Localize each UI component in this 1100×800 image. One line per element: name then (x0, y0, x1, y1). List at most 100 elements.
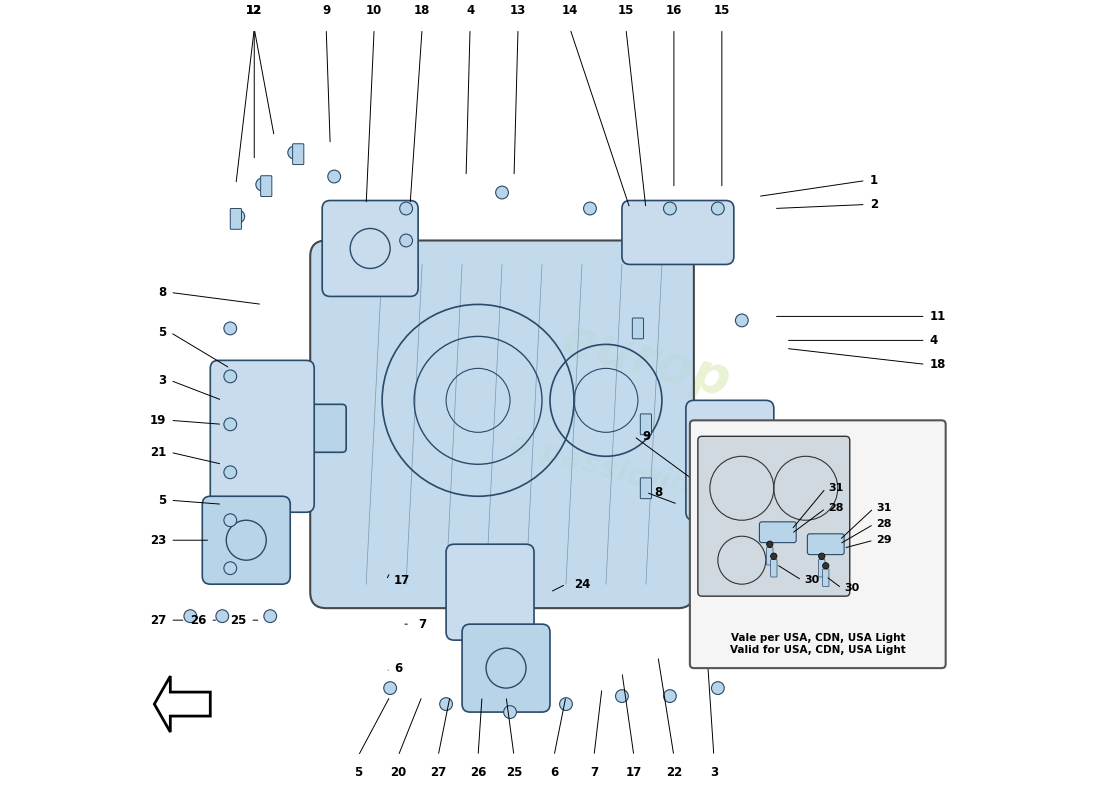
Text: 9: 9 (322, 4, 330, 17)
FancyBboxPatch shape (202, 496, 290, 584)
FancyBboxPatch shape (447, 544, 534, 640)
Text: 21: 21 (150, 446, 166, 458)
FancyBboxPatch shape (823, 569, 829, 586)
Circle shape (328, 170, 341, 183)
Circle shape (663, 690, 676, 702)
Circle shape (399, 202, 412, 215)
Text: 1: 1 (870, 174, 878, 187)
FancyBboxPatch shape (697, 436, 849, 596)
Text: 14: 14 (562, 4, 579, 17)
Text: 12: 12 (246, 4, 263, 17)
Circle shape (496, 186, 508, 199)
FancyBboxPatch shape (807, 534, 844, 554)
Text: 16: 16 (666, 4, 682, 17)
Circle shape (224, 370, 236, 382)
FancyBboxPatch shape (759, 522, 796, 542)
Text: 4: 4 (930, 334, 938, 347)
Text: 13: 13 (510, 4, 526, 17)
Text: 19: 19 (150, 414, 166, 427)
Text: 22: 22 (666, 766, 682, 778)
Text: 17: 17 (626, 766, 642, 778)
Text: 12: 12 (930, 426, 946, 439)
Text: 25: 25 (230, 614, 246, 626)
Circle shape (771, 553, 777, 559)
FancyBboxPatch shape (690, 420, 946, 668)
Circle shape (224, 514, 236, 526)
FancyBboxPatch shape (767, 547, 773, 565)
Circle shape (384, 682, 396, 694)
Text: 23: 23 (150, 534, 166, 546)
Circle shape (818, 553, 825, 559)
Circle shape (256, 178, 268, 191)
Text: 12: 12 (930, 426, 946, 439)
FancyBboxPatch shape (752, 470, 763, 490)
FancyBboxPatch shape (640, 478, 651, 498)
Text: 26: 26 (470, 766, 486, 778)
Circle shape (224, 418, 236, 430)
FancyBboxPatch shape (462, 624, 550, 712)
Circle shape (399, 234, 412, 247)
Text: 10: 10 (366, 4, 383, 17)
Text: 18: 18 (414, 4, 430, 17)
Text: 3: 3 (158, 374, 166, 387)
FancyBboxPatch shape (632, 318, 644, 338)
FancyBboxPatch shape (745, 454, 756, 474)
Circle shape (616, 690, 628, 702)
Text: 27: 27 (150, 614, 166, 626)
Text: 15: 15 (714, 4, 730, 17)
Circle shape (232, 210, 244, 223)
Circle shape (560, 698, 572, 710)
Text: 4: 4 (466, 4, 474, 17)
Text: a passion: a passion (507, 429, 672, 499)
Text: 20: 20 (390, 766, 406, 778)
FancyBboxPatch shape (258, 404, 346, 452)
Circle shape (712, 202, 724, 215)
Circle shape (663, 202, 676, 215)
Circle shape (288, 146, 300, 159)
Circle shape (440, 698, 452, 710)
Text: 9: 9 (642, 430, 650, 443)
FancyBboxPatch shape (322, 201, 418, 297)
Text: 5: 5 (354, 766, 362, 778)
Text: 8: 8 (653, 486, 662, 498)
FancyBboxPatch shape (720, 442, 732, 462)
FancyBboxPatch shape (621, 201, 734, 265)
Circle shape (584, 202, 596, 215)
Text: 15: 15 (618, 4, 634, 17)
Text: 27: 27 (430, 766, 447, 778)
Text: 12: 12 (930, 426, 946, 439)
FancyBboxPatch shape (686, 400, 773, 520)
Circle shape (264, 610, 276, 622)
Text: 28: 28 (876, 519, 892, 530)
Text: 6: 6 (394, 662, 403, 674)
Circle shape (224, 322, 236, 334)
Circle shape (823, 562, 829, 569)
Text: 12: 12 (246, 4, 263, 17)
Text: 30: 30 (844, 583, 859, 593)
Text: 30: 30 (804, 575, 820, 585)
Text: 28: 28 (828, 503, 844, 514)
Circle shape (224, 466, 236, 478)
FancyBboxPatch shape (230, 209, 242, 230)
Text: 17: 17 (394, 574, 410, 586)
FancyBboxPatch shape (640, 414, 651, 434)
Text: 5: 5 (158, 494, 166, 506)
Circle shape (224, 562, 236, 574)
Text: 31: 31 (876, 503, 891, 514)
Circle shape (712, 682, 724, 694)
Text: 8: 8 (158, 286, 166, 299)
Text: 7: 7 (418, 618, 426, 630)
Circle shape (504, 706, 516, 718)
Text: 7: 7 (590, 766, 598, 778)
Circle shape (736, 314, 748, 327)
Text: 24: 24 (574, 578, 591, 590)
Text: since 1985: since 1985 (641, 461, 811, 531)
Text: 11: 11 (930, 310, 946, 323)
Circle shape (216, 610, 229, 622)
Text: 31: 31 (828, 483, 844, 494)
Text: Vale per USA, CDN, USA Light
Valid for USA, CDN, USA Light: Vale per USA, CDN, USA Light Valid for U… (730, 634, 905, 655)
Circle shape (184, 610, 197, 622)
Text: 6: 6 (550, 766, 558, 778)
Text: 5: 5 (158, 326, 166, 339)
FancyBboxPatch shape (293, 144, 304, 165)
